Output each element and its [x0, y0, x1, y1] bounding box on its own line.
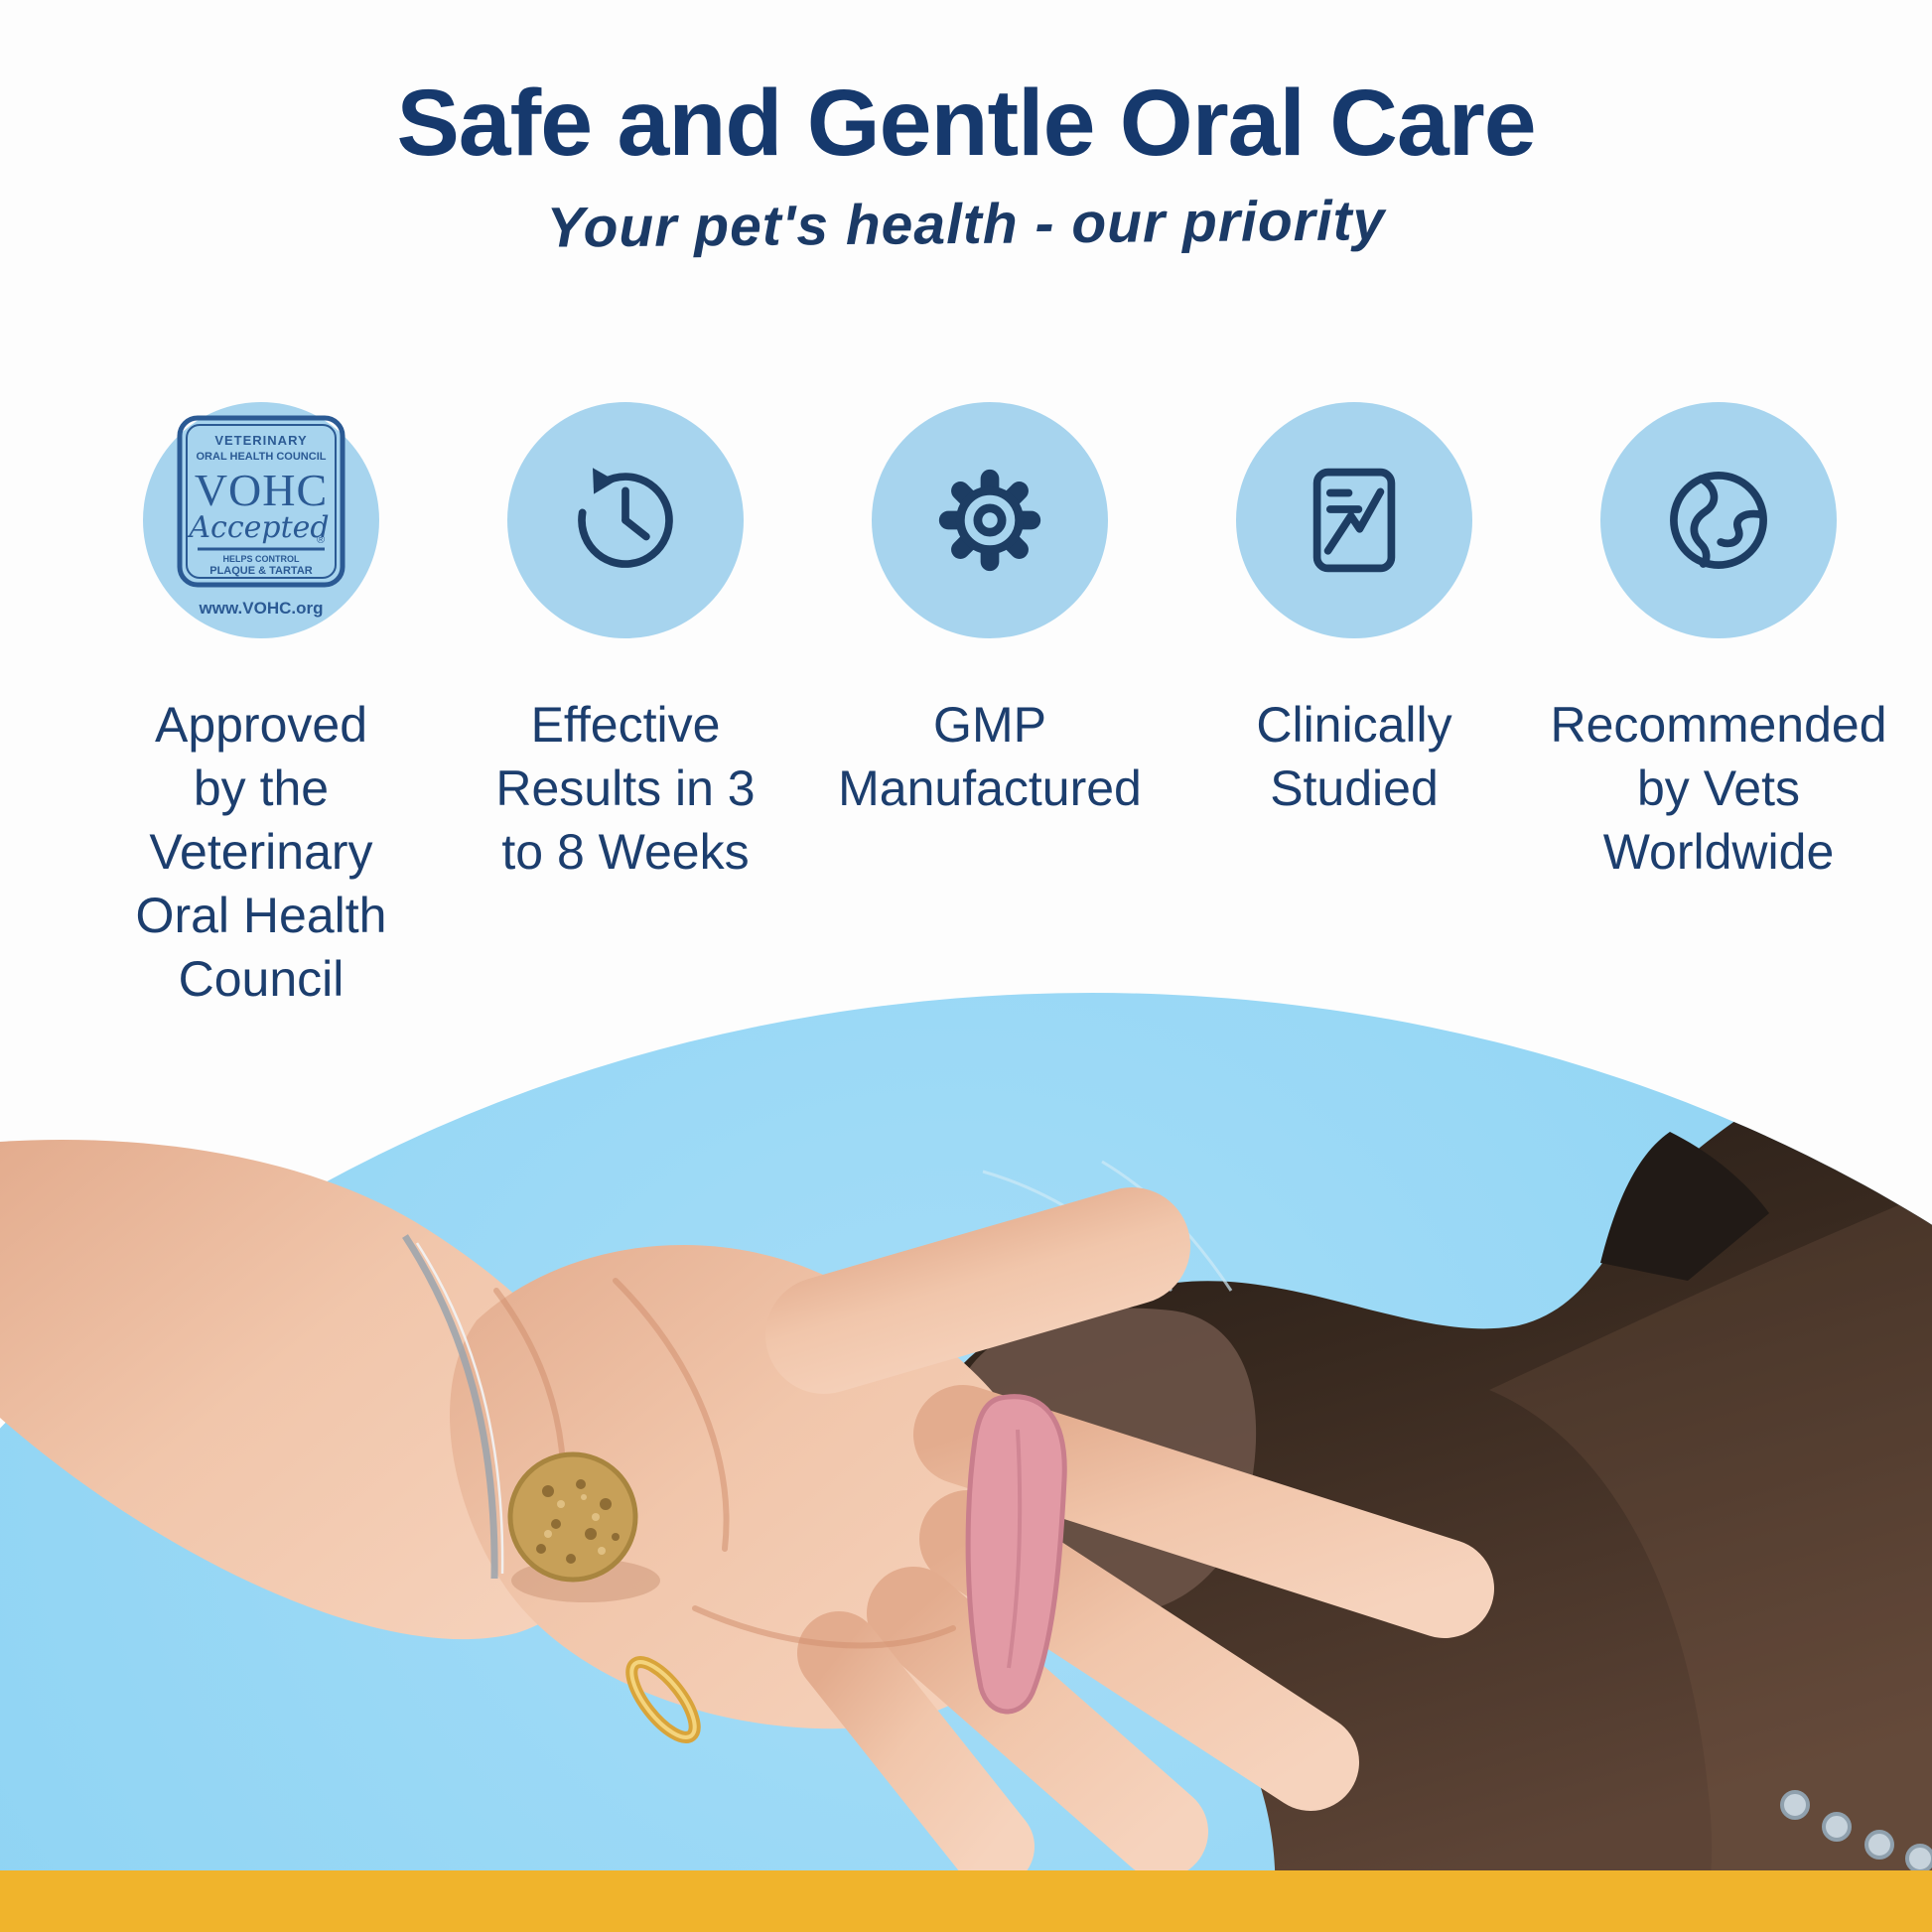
dog-fur-highlight — [1489, 1191, 1932, 1932]
feature-label: GMP Manufactured — [838, 697, 1142, 816]
feature-label: Recommended by Vets Worldwide — [1550, 697, 1887, 880]
seal-subline1: HELPS CONTROL — [222, 554, 300, 564]
ring-finger — [867, 1567, 1208, 1878]
dog-tongue-centerline — [1007, 1429, 1023, 1669]
dog-ear-icon — [1600, 1132, 1769, 1281]
feature-vets-worldwide: Recommended by Vets Worldwide — [1530, 402, 1907, 884]
page-subtitle: Your pet's health - our priority — [546, 189, 1386, 260]
feature-circle — [872, 402, 1108, 638]
feature-label: Approved by the Veterinary Oral Health C… — [135, 697, 387, 1007]
clock-history-icon — [578, 468, 673, 568]
treat-texture — [536, 1479, 620, 1564]
seal-line2: ORAL HEALTH COUNCIL — [197, 451, 327, 463]
feature-circle — [1600, 402, 1837, 638]
hand — [0, 1140, 1494, 1888]
feature-label: Clinically Studied — [1256, 697, 1452, 816]
vohc-seal: VETERINARY ORAL HEALTH COUNCIL VOHC Acce… — [177, 415, 345, 618]
bracelet-highlight — [415, 1242, 504, 1575]
feature-vohc-approved: VETERINARY ORAL HEALTH COUNCIL VOHC Acce… — [72, 402, 450, 1011]
thumb — [765, 1187, 1190, 1394]
seal-accepted: Accepted — [186, 510, 329, 545]
header: Safe and Gentle Oral Care Your pet's hea… — [0, 69, 1932, 260]
seal-registered-icon: ® — [317, 534, 325, 546]
feature-label: Effective Results in 3 to 8 Weeks — [495, 697, 756, 880]
globe-icon — [1670, 472, 1767, 569]
feature-circle — [1236, 402, 1472, 638]
feature-circle — [507, 402, 744, 638]
seal-subline2: PLAQUE & TARTAR — [209, 565, 313, 577]
feature-effective-results: Effective Results in 3 to 8 Weeks — [437, 402, 814, 884]
gear-icon — [938, 469, 1041, 572]
bracelet — [402, 1234, 498, 1580]
feature-gmp-manufactured: GMP Manufactured — [801, 402, 1178, 820]
feature-clinically-studied: Clinically Studied — [1166, 402, 1543, 820]
dog-tongue — [965, 1394, 1067, 1715]
report-chart-icon — [1312, 468, 1396, 573]
seal-website: www.VOHC.org — [199, 599, 324, 618]
seal-acronym: VOHC — [195, 465, 328, 515]
page-title: Safe and Gentle Oral Care — [396, 70, 1536, 176]
bottom-accent-bar — [0, 1870, 1932, 1932]
treat-texture-light — [544, 1494, 606, 1555]
feature-circle: VETERINARY ORAL HEALTH COUNCIL VOHC Acce… — [143, 402, 379, 638]
pinky-finger — [797, 1611, 1035, 1888]
gold-ring-highlight — [629, 1660, 697, 1739]
arm — [0, 1140, 621, 1640]
seal-line1: VETERINARY — [214, 433, 307, 448]
